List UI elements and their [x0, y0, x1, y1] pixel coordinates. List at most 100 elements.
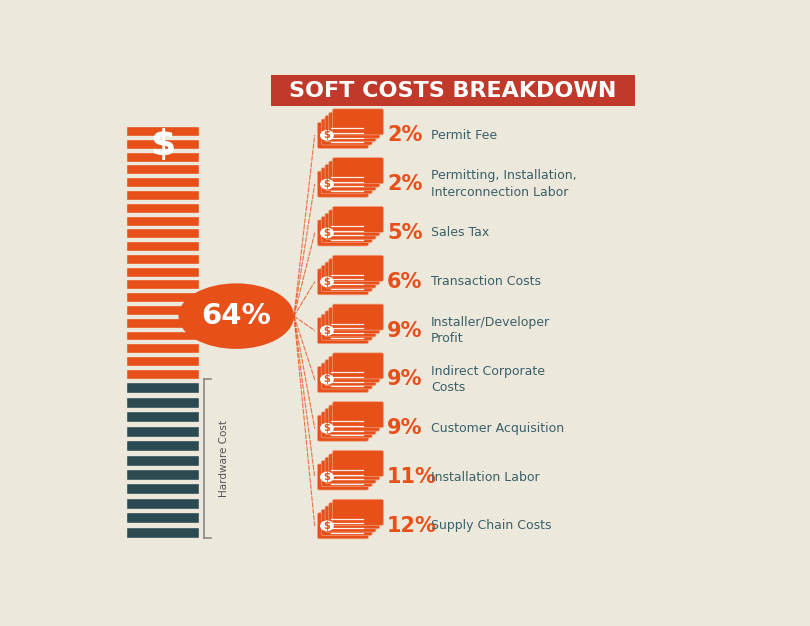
- Bar: [126, 318, 198, 327]
- Bar: [126, 267, 198, 277]
- Text: 11%: 11%: [387, 467, 437, 487]
- Bar: [126, 498, 198, 509]
- Text: $: $: [323, 423, 330, 433]
- FancyBboxPatch shape: [333, 109, 383, 135]
- FancyBboxPatch shape: [325, 165, 376, 190]
- Bar: [126, 356, 198, 366]
- FancyBboxPatch shape: [329, 307, 380, 334]
- Bar: [126, 305, 198, 315]
- Circle shape: [320, 179, 334, 190]
- FancyBboxPatch shape: [333, 255, 383, 281]
- FancyBboxPatch shape: [318, 220, 369, 246]
- FancyBboxPatch shape: [325, 262, 376, 288]
- Bar: [126, 279, 198, 289]
- FancyBboxPatch shape: [325, 359, 376, 386]
- Bar: [126, 411, 198, 422]
- FancyBboxPatch shape: [322, 314, 372, 341]
- FancyBboxPatch shape: [329, 112, 380, 138]
- Text: Customer Acquisition: Customer Acquisition: [431, 422, 564, 434]
- FancyBboxPatch shape: [333, 207, 383, 232]
- Text: 64%: 64%: [202, 302, 271, 330]
- FancyBboxPatch shape: [318, 269, 369, 295]
- Ellipse shape: [178, 284, 294, 349]
- Text: Permitting, Installation,
Interconnection Labor: Permitting, Installation, Interconnectio…: [431, 170, 577, 199]
- Text: $: $: [150, 128, 175, 162]
- FancyBboxPatch shape: [325, 213, 376, 239]
- FancyBboxPatch shape: [322, 265, 372, 292]
- FancyBboxPatch shape: [271, 75, 635, 106]
- Bar: [126, 165, 198, 175]
- Circle shape: [320, 472, 334, 482]
- FancyBboxPatch shape: [322, 461, 372, 486]
- Bar: [126, 151, 198, 162]
- Circle shape: [320, 228, 334, 239]
- Bar: [126, 343, 198, 353]
- FancyBboxPatch shape: [318, 464, 369, 490]
- FancyBboxPatch shape: [329, 356, 380, 382]
- Text: Sales Tax: Sales Tax: [431, 227, 489, 240]
- Bar: [126, 440, 198, 451]
- Text: Supply Chain Costs: Supply Chain Costs: [431, 520, 552, 532]
- Text: $: $: [323, 130, 330, 140]
- FancyBboxPatch shape: [318, 513, 369, 539]
- FancyBboxPatch shape: [322, 168, 372, 194]
- Text: Installer/Developer
Profit: Installer/Developer Profit: [431, 316, 550, 346]
- Bar: [126, 292, 198, 302]
- FancyBboxPatch shape: [329, 259, 380, 285]
- FancyBboxPatch shape: [329, 210, 380, 236]
- Text: 2%: 2%: [387, 125, 422, 145]
- Bar: [126, 228, 198, 239]
- Bar: [126, 483, 198, 495]
- Bar: [126, 203, 198, 213]
- FancyBboxPatch shape: [333, 402, 383, 428]
- FancyBboxPatch shape: [329, 503, 380, 529]
- FancyBboxPatch shape: [325, 408, 376, 434]
- Bar: [126, 397, 198, 408]
- Bar: [126, 454, 198, 466]
- FancyBboxPatch shape: [329, 454, 380, 480]
- Text: 9%: 9%: [387, 321, 422, 341]
- Circle shape: [320, 423, 334, 433]
- Text: $: $: [323, 472, 330, 482]
- Bar: [126, 527, 198, 538]
- FancyBboxPatch shape: [318, 366, 369, 393]
- FancyBboxPatch shape: [322, 363, 372, 389]
- FancyBboxPatch shape: [329, 161, 380, 187]
- Bar: [126, 254, 198, 264]
- Text: Permit Fee: Permit Fee: [431, 129, 497, 142]
- Circle shape: [320, 520, 334, 531]
- Text: 2%: 2%: [387, 174, 422, 194]
- FancyBboxPatch shape: [325, 311, 376, 337]
- Bar: [126, 139, 198, 149]
- FancyBboxPatch shape: [322, 412, 372, 438]
- FancyBboxPatch shape: [329, 405, 380, 431]
- Text: $: $: [323, 228, 330, 238]
- FancyBboxPatch shape: [333, 304, 383, 330]
- Text: 6%: 6%: [387, 272, 422, 292]
- FancyBboxPatch shape: [325, 116, 376, 141]
- Text: $: $: [323, 326, 330, 336]
- Text: 5%: 5%: [387, 223, 422, 243]
- Bar: [126, 426, 198, 437]
- FancyBboxPatch shape: [322, 119, 372, 145]
- Bar: [126, 241, 198, 251]
- Text: SOFT COSTS BREAKDOWN: SOFT COSTS BREAKDOWN: [289, 81, 616, 101]
- FancyBboxPatch shape: [322, 510, 372, 535]
- Bar: [126, 126, 198, 136]
- FancyBboxPatch shape: [318, 122, 369, 148]
- Text: 9%: 9%: [387, 369, 422, 389]
- FancyBboxPatch shape: [333, 158, 383, 183]
- Text: 12%: 12%: [387, 516, 437, 536]
- FancyBboxPatch shape: [333, 353, 383, 379]
- Bar: [126, 177, 198, 187]
- Text: Transaction Costs: Transaction Costs: [431, 275, 541, 289]
- Text: $: $: [323, 179, 330, 189]
- Bar: [126, 331, 198, 341]
- FancyBboxPatch shape: [318, 171, 369, 197]
- Text: Hardware Cost: Hardware Cost: [219, 420, 228, 497]
- Circle shape: [320, 277, 334, 287]
- Text: $: $: [323, 521, 330, 531]
- Text: Indirect Corporate
Costs: Indirect Corporate Costs: [431, 365, 545, 394]
- Bar: [126, 190, 198, 200]
- FancyBboxPatch shape: [322, 217, 372, 243]
